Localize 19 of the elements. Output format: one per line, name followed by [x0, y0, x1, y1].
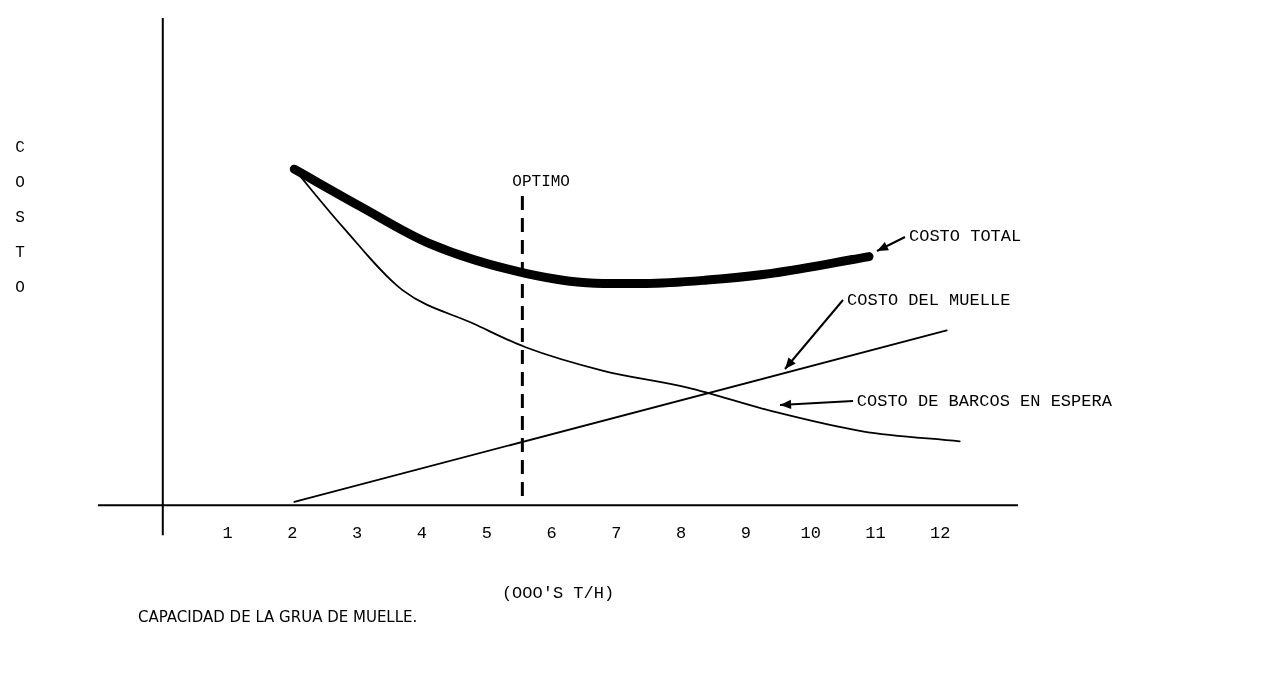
text: COSTO DEL MUELLE: [847, 290, 1011, 310]
legend-label: COSTO DE BARCOS EN ESPERA: [856, 391, 1113, 411]
ref-line-label: OPTIMO: [512, 173, 570, 192]
x-tick-label: 9: [740, 523, 751, 543]
x-tick-label: 11: [865, 523, 886, 543]
x-axis-title: (OOO'S T/H): [501, 584, 615, 604]
x-tick-label: 6: [546, 523, 557, 543]
text: CAPACIDAD DE LA GRUA DE MUELLE.: [138, 608, 419, 626]
x-tick-label: 10: [800, 523, 821, 543]
x-tick-label: 7: [611, 523, 622, 543]
x-tick-label: 12: [930, 523, 951, 543]
x-tick-label: 2: [287, 523, 298, 543]
x-tick-label: 3: [352, 523, 363, 543]
x-tick-label: 1: [222, 523, 233, 543]
x-tick-label: 4: [416, 523, 428, 543]
legend-label: COSTO TOTAL: [908, 227, 1022, 247]
y-axis-title: COSTO: [15, 139, 25, 298]
x-tick-label: 5: [481, 523, 492, 543]
x-tick-label: 8: [676, 523, 687, 543]
